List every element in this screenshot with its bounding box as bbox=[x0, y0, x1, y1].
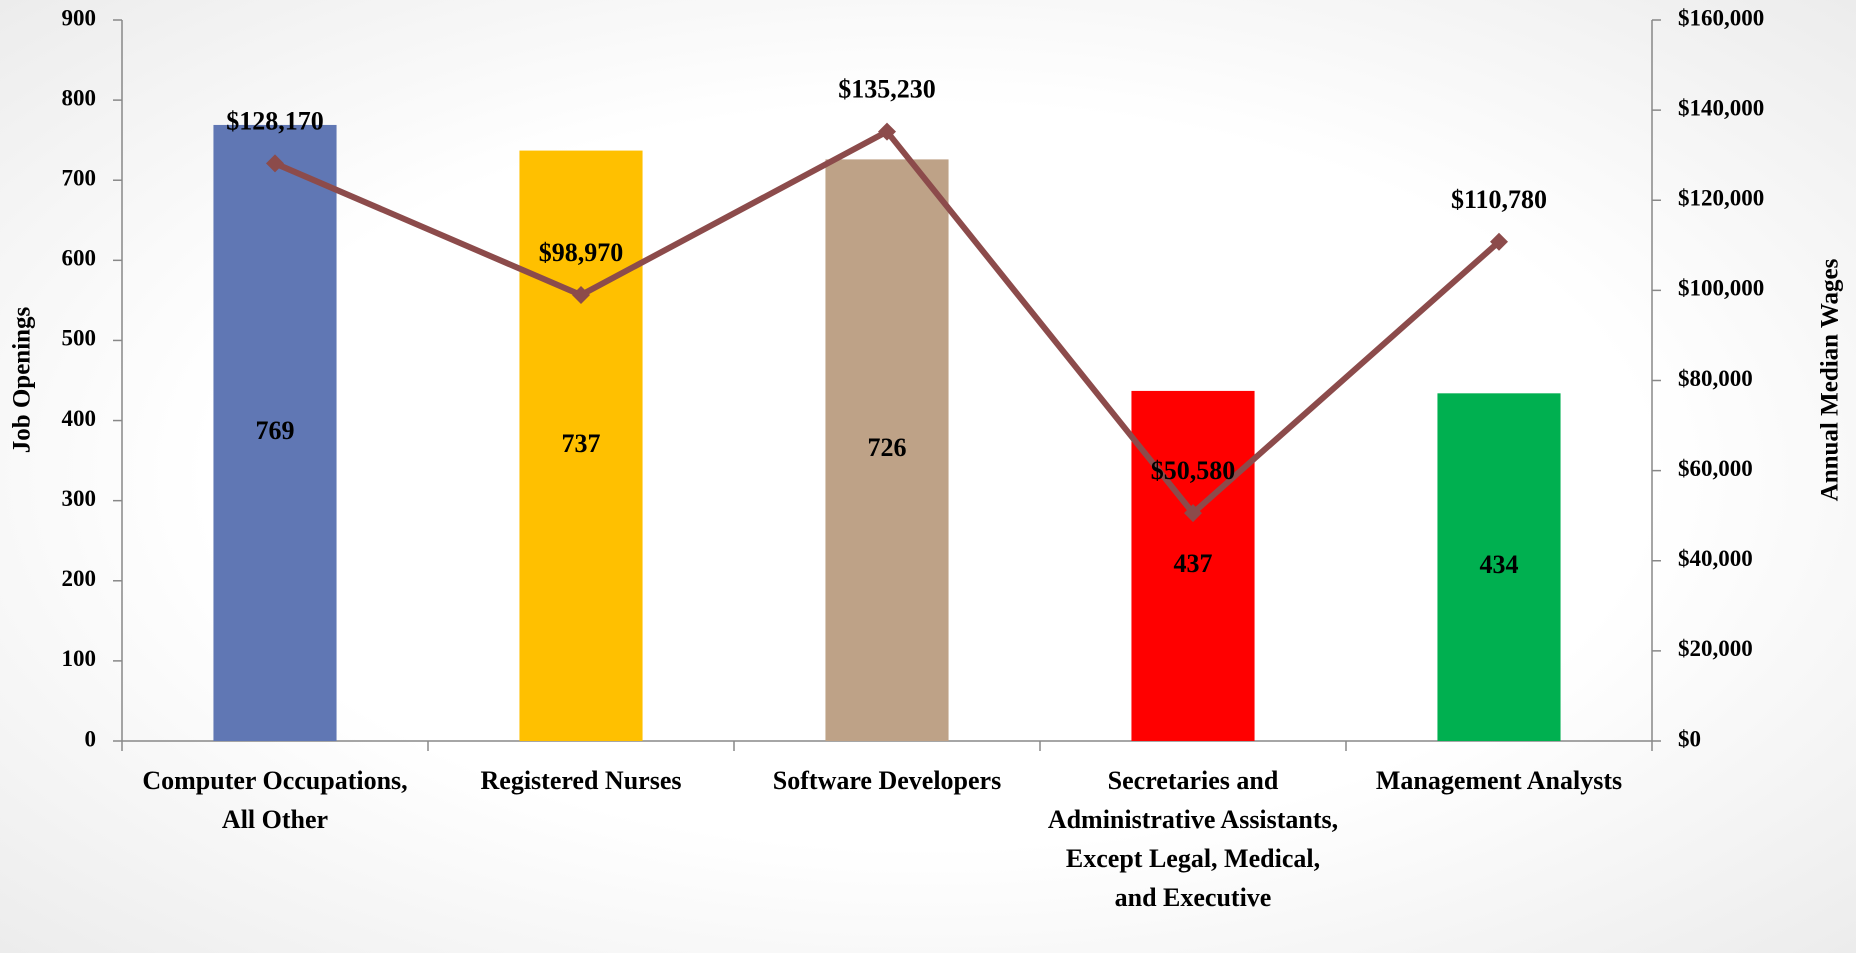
y2-tick-label: $0 bbox=[1678, 726, 1701, 751]
y-tick-label: 700 bbox=[62, 166, 97, 191]
y2-tick-label: $80,000 bbox=[1678, 366, 1753, 391]
bar-value-label: 726 bbox=[868, 433, 907, 462]
y-tick-label: 400 bbox=[62, 406, 97, 431]
y-tick-label: 900 bbox=[62, 5, 97, 30]
y2-tick-label: $140,000 bbox=[1678, 95, 1764, 120]
x-tick-label: Registered Nurses bbox=[480, 766, 682, 795]
y2-tick-label: $20,000 bbox=[1678, 636, 1753, 661]
y-tick-label: 100 bbox=[62, 646, 97, 671]
bar bbox=[1437, 393, 1561, 741]
line-marker bbox=[1490, 232, 1508, 251]
line-value-label: $110,780 bbox=[1451, 185, 1547, 214]
line-value-label: $135,230 bbox=[838, 75, 936, 104]
x-tick-label: Computer Occupations, All Other bbox=[142, 766, 408, 834]
x-tick-label: Software Developers bbox=[772, 766, 1002, 795]
y2-tick-label: $100,000 bbox=[1678, 276, 1764, 301]
y2-tick-label: $160,000 bbox=[1678, 5, 1764, 30]
y2-tick-label: $40,000 bbox=[1678, 546, 1753, 571]
y-tick-label: 800 bbox=[62, 85, 97, 110]
bar bbox=[1131, 390, 1255, 741]
bar bbox=[213, 124, 337, 741]
line-value-label: $128,170 bbox=[226, 106, 324, 135]
bar bbox=[519, 150, 643, 741]
bar-value-label: 434 bbox=[1480, 550, 1519, 579]
y2-tick-label: $60,000 bbox=[1678, 456, 1753, 481]
bar-value-label: 737 bbox=[562, 429, 601, 458]
line-value-label: $50,580 bbox=[1151, 456, 1236, 485]
y-tick-label: 0 bbox=[85, 726, 97, 751]
y2-axis-title: Annual Median Wages bbox=[1817, 258, 1844, 501]
y2-tick-label: $120,000 bbox=[1678, 186, 1764, 211]
line-marker bbox=[1184, 504, 1202, 523]
bar-value-label: 769 bbox=[256, 416, 295, 445]
bar-value-label: 437 bbox=[1174, 549, 1213, 578]
line-marker bbox=[572, 286, 590, 305]
line-value-label: $98,970 bbox=[539, 238, 624, 267]
y-tick-label: 600 bbox=[62, 246, 97, 271]
line-marker bbox=[878, 122, 896, 141]
x-tick-label: Secretaries and Administrative Assistant… bbox=[1047, 766, 1339, 912]
x-tick-label: Management Analysts bbox=[1375, 766, 1623, 795]
bar bbox=[825, 159, 949, 742]
y-axis-title: Job Openings bbox=[9, 306, 36, 453]
y-tick-label: 200 bbox=[62, 566, 97, 591]
y-tick-label: 300 bbox=[62, 486, 97, 511]
line-marker bbox=[266, 154, 284, 173]
y-tick-label: 500 bbox=[62, 326, 97, 351]
